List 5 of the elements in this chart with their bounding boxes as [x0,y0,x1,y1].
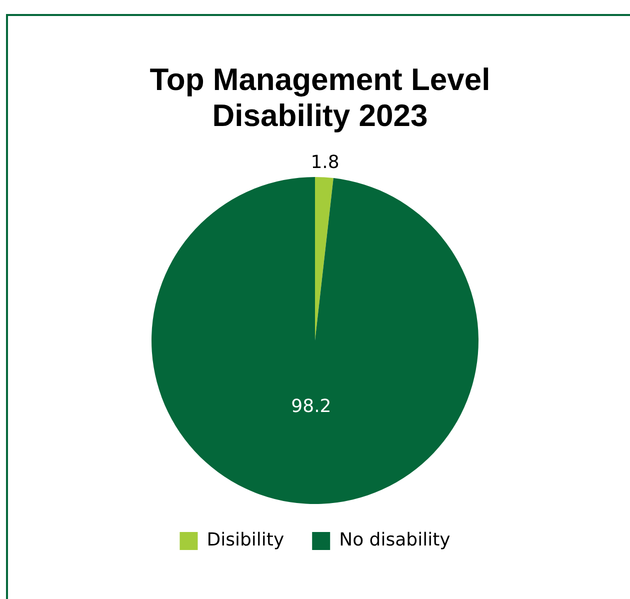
data-label: 98.2 [291,396,332,418]
legend-label: No disability [339,530,451,551]
legend-label: Disibility [206,530,284,551]
data-label: 1.8 [310,152,340,173]
chart-title: Top Management Level Disability 2023 [148,62,492,134]
